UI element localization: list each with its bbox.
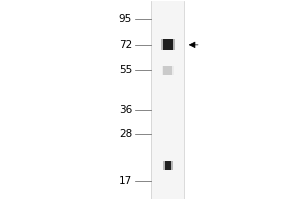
Text: 17: 17 bbox=[119, 176, 132, 186]
Bar bbox=[163, 39, 173, 50]
Text: 36: 36 bbox=[119, 105, 132, 115]
Text: 95: 95 bbox=[119, 14, 132, 24]
Text: 55: 55 bbox=[119, 65, 132, 75]
Bar bbox=[162, 66, 174, 75]
Bar bbox=[165, 161, 171, 170]
Bar bbox=[164, 66, 172, 75]
Bar bbox=[160, 39, 175, 50]
Bar bbox=[152, 1, 184, 199]
Bar bbox=[163, 161, 172, 170]
Text: 72: 72 bbox=[119, 40, 132, 50]
Text: 28: 28 bbox=[119, 129, 132, 139]
